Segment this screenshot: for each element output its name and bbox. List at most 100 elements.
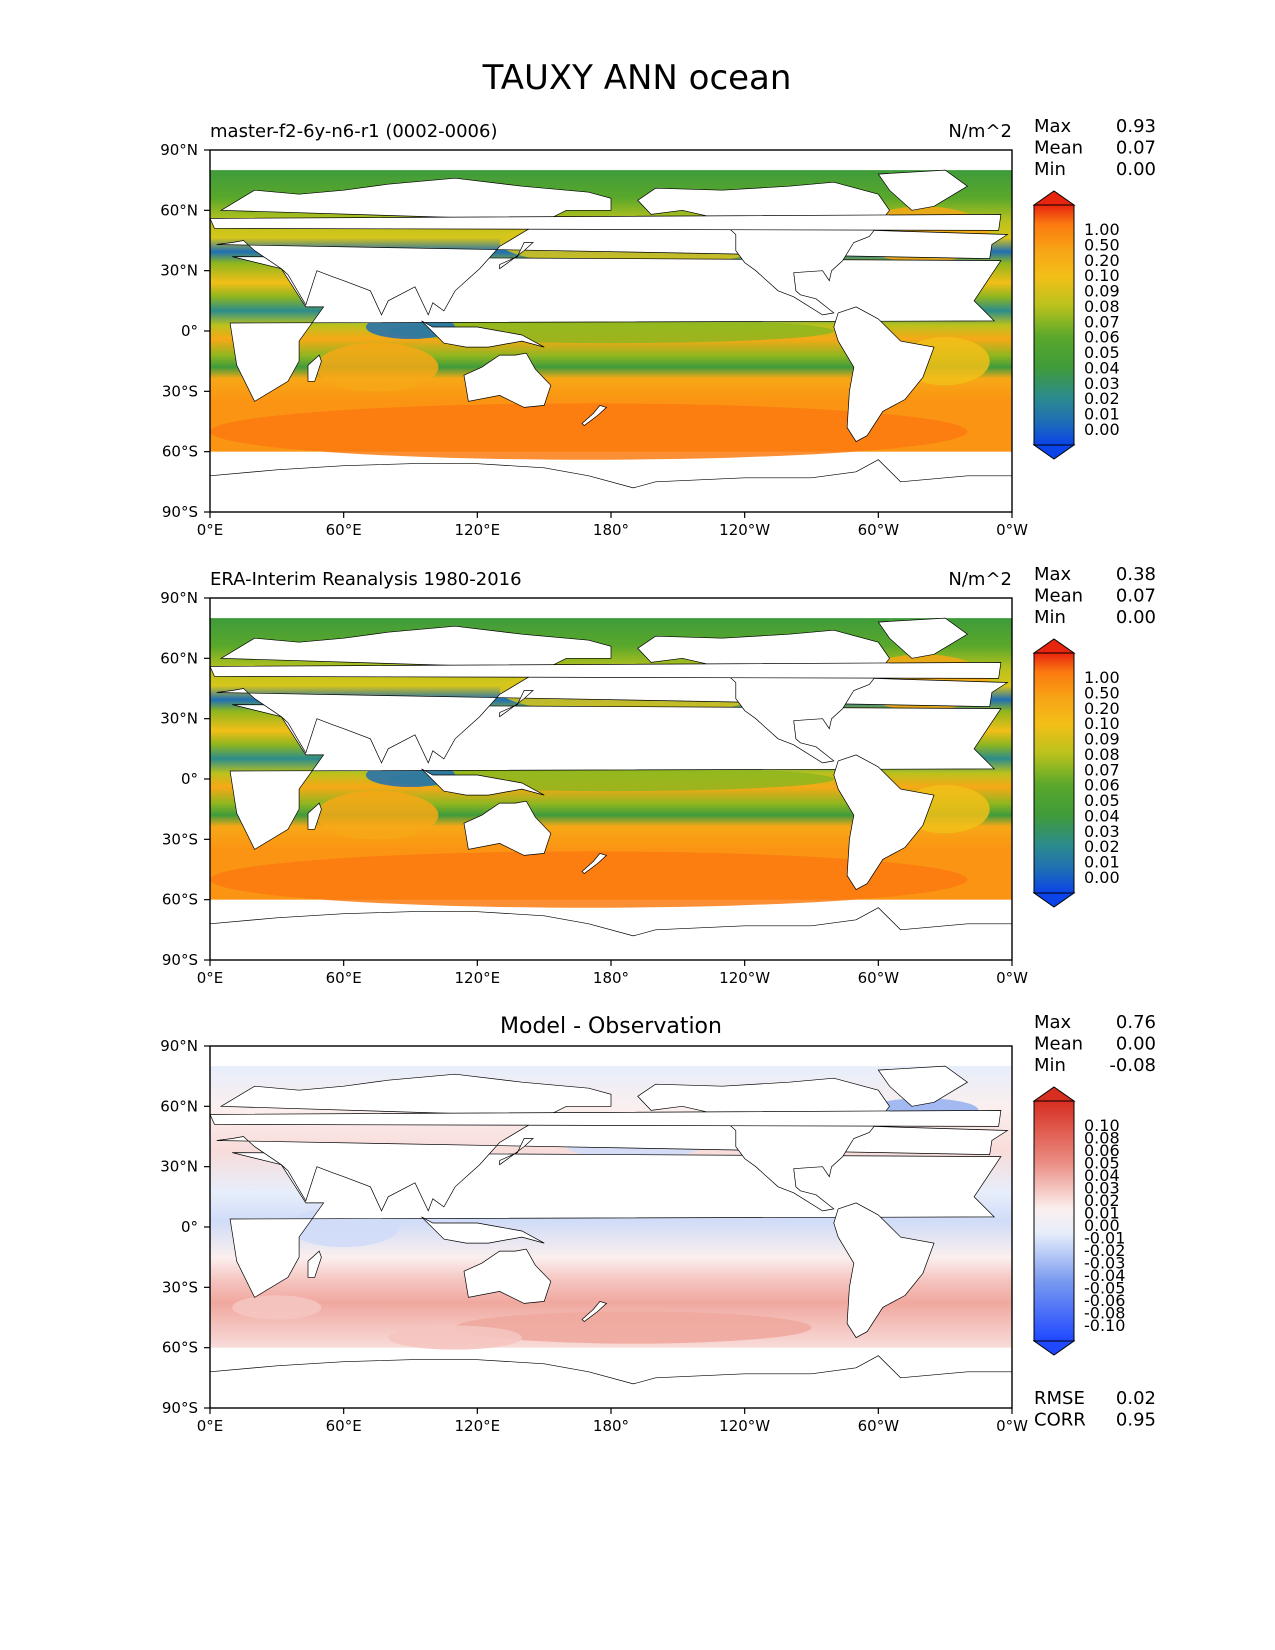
colorbar-extend-bottom: [1032, 444, 1076, 460]
colorbar-tick-label: 0.02: [1084, 837, 1120, 856]
colorbar-tick-label: 0.10: [1084, 714, 1120, 733]
stat-value: 0.93: [1116, 116, 1156, 137]
colorbar-tick-label: 0.10: [1084, 1116, 1120, 1135]
stat-value: 0.02: [1116, 1388, 1156, 1409]
x-tick-label: 60°E: [326, 521, 362, 539]
y-tick-label: 90°N: [160, 1037, 198, 1055]
colorbar-tick-label: 0.04: [1084, 806, 1120, 825]
map-panel-2: 0°E 60°E 120°E 180° 120°W 60°W 0°W 90°N 60°N 30°N…: [160, 564, 1156, 987]
stat-value: -0.08: [1109, 1055, 1156, 1076]
x-tick-label: 0°E: [197, 1417, 224, 1435]
coastline: [421, 1216, 545, 1244]
x-tick-label: 0°W: [996, 521, 1028, 539]
coastline: [877, 617, 969, 659]
coastline: [421, 768, 545, 796]
coastline: [216, 625, 1009, 764]
x-tick-label: 120°E: [455, 1417, 501, 1435]
colorbar-tick-label: 0.04: [1084, 358, 1120, 377]
colorbar-tick-label: 0.08: [1084, 1129, 1120, 1148]
y-tick-label: 90°N: [160, 141, 198, 159]
field-feature: [210, 403, 968, 460]
colorbar-body: [1033, 204, 1075, 446]
colorbar-tick-label: 0.06: [1084, 1141, 1120, 1160]
coastline: [499, 690, 534, 718]
coastline: [833, 754, 935, 891]
colorbar-tick-label: 1.00: [1084, 668, 1120, 687]
stat-value: 0.00: [1116, 159, 1156, 180]
colorbar-tick-label: 0.09: [1084, 282, 1120, 301]
y-tick-label: 30°S: [162, 1278, 198, 1296]
panels-container: 0°E 60°E 120°E 180° 120°W 60°W 0°W 90°N 60°N 30°N…: [160, 116, 1156, 1435]
stat-value: 0.95: [1116, 1410, 1156, 1431]
stat-label: Max: [1034, 116, 1072, 137]
colorbar-tick-label: 0.20: [1084, 699, 1120, 718]
colorbar-tick-label: 0.02: [1084, 1191, 1120, 1210]
coastline: [581, 1300, 608, 1322]
field-feature: [315, 343, 439, 392]
x-tick-label: 0°W: [996, 969, 1028, 987]
colorbar-tick-label: 0.07: [1084, 760, 1120, 779]
coastline: [216, 177, 1009, 316]
colorbar-tick-label: 0.05: [1084, 343, 1120, 362]
colorbar-tick-label: 0.05: [1084, 1154, 1120, 1173]
field-feature: [315, 791, 439, 840]
colorbar-tick-label: 0.06: [1084, 776, 1120, 795]
stat-label: Mean: [1034, 1034, 1083, 1055]
colorbar-tick-label: -0.02: [1084, 1241, 1125, 1260]
colorbar-tick-label: 0.01: [1084, 853, 1120, 872]
stat-value: 0.07: [1116, 586, 1156, 607]
field-feature: [388, 1325, 522, 1350]
colorbar-tick-label: -0.01: [1084, 1229, 1125, 1248]
colorbar-tick-label: 0.02: [1084, 389, 1120, 408]
x-tick-label: 180°: [593, 521, 629, 539]
y-tick-label: 60°N: [160, 1097, 198, 1115]
colorbar-tick-label: 0.00: [1084, 868, 1120, 887]
units-label: N/m^2: [948, 569, 1012, 590]
stat-value: 0.00: [1116, 1034, 1156, 1055]
y-tick-label: 90°S: [162, 951, 198, 969]
colorbar-tick-label: 0.50: [1084, 235, 1120, 254]
colorbar-extend-bottom: [1032, 892, 1076, 908]
colorbar-tick-label: -0.05: [1084, 1279, 1125, 1298]
x-tick-label: 120°W: [719, 521, 770, 539]
y-tick-label: 0°: [181, 770, 198, 788]
stat-label: Max: [1034, 1012, 1072, 1033]
map-panel-3: 0°E 60°E 120°E 180° 120°W 60°W 0°W 90°N 60°N 30°N…: [160, 1012, 1156, 1435]
y-tick-label: 60°N: [160, 649, 198, 667]
stat-label: RMSE: [1034, 1388, 1085, 1409]
stat-label: CORR: [1034, 1410, 1086, 1431]
colorbar-tick-label: -0.04: [1084, 1266, 1125, 1285]
colorbar-tick-label: 0.00: [1084, 420, 1120, 439]
y-tick-label: 30°N: [160, 262, 198, 280]
colorbar-tick-label: 0.06: [1084, 328, 1120, 347]
coastline: [581, 852, 608, 874]
y-tick-label: 90°S: [162, 1399, 198, 1417]
coastline: [877, 1065, 969, 1107]
coastline: [307, 354, 322, 382]
map-panel-1: 0°E 60°E 120°E 180° 120°W 60°W 0°W 90°N 60°N 30°N…: [160, 116, 1156, 539]
coastline: [833, 306, 935, 443]
coastline: [209, 1355, 1013, 1409]
units-label: N/m^2: [948, 121, 1012, 142]
colorbar-tick-label: -0.06: [1084, 1291, 1125, 1310]
y-tick-label: 0°: [181, 322, 198, 340]
panel-title: Model - Observation: [500, 1014, 722, 1039]
y-tick-label: 90°N: [160, 589, 198, 607]
x-tick-label: 0°E: [197, 969, 224, 987]
coastline: [209, 459, 1013, 513]
coastline: [421, 320, 545, 348]
colorbar-tick-label: -0.10: [1084, 1316, 1125, 1335]
panel-title: master-f2-6y-n6-r1 (0002-0006): [210, 121, 497, 142]
colorbar: 1.000.500.200.100.090.080.070.060.050.04…: [1032, 638, 1120, 908]
x-tick-label: 120°E: [455, 969, 501, 987]
x-tick-label: 0°W: [996, 1417, 1028, 1435]
coastline: [463, 1248, 552, 1304]
y-tick-label: 60°S: [162, 443, 198, 461]
stat-label: Mean: [1034, 586, 1083, 607]
colorbar-tick-label: 0.03: [1084, 1179, 1120, 1198]
colorbar-tick-label: 0.08: [1084, 745, 1120, 764]
colorbar-tick-label: 0.01: [1084, 1204, 1120, 1223]
x-tick-label: 60°W: [858, 969, 900, 987]
stat-label: Min: [1034, 607, 1066, 628]
